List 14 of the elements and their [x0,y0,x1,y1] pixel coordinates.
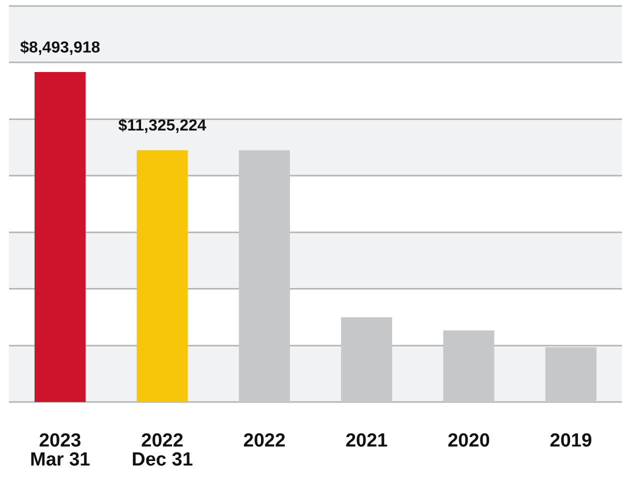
bar [545,347,596,402]
x-tick-label: 2019 [550,430,592,452]
x-tick-label: 2020 [448,430,490,452]
x-tick-label: 2023 Mar 31 [30,430,91,471]
annotation: $8,493,918 [20,39,100,56]
annotation: $11,325,224 [118,118,206,135]
bar [443,330,494,402]
bar [136,150,188,402]
bar [238,150,290,402]
x-tick-label: 2021 [345,430,388,452]
x-tick-label: 2022 [243,430,286,452]
x-tick-label: 2022 Dec 31 [132,430,194,471]
bar [341,317,392,402]
bar [34,72,86,402]
